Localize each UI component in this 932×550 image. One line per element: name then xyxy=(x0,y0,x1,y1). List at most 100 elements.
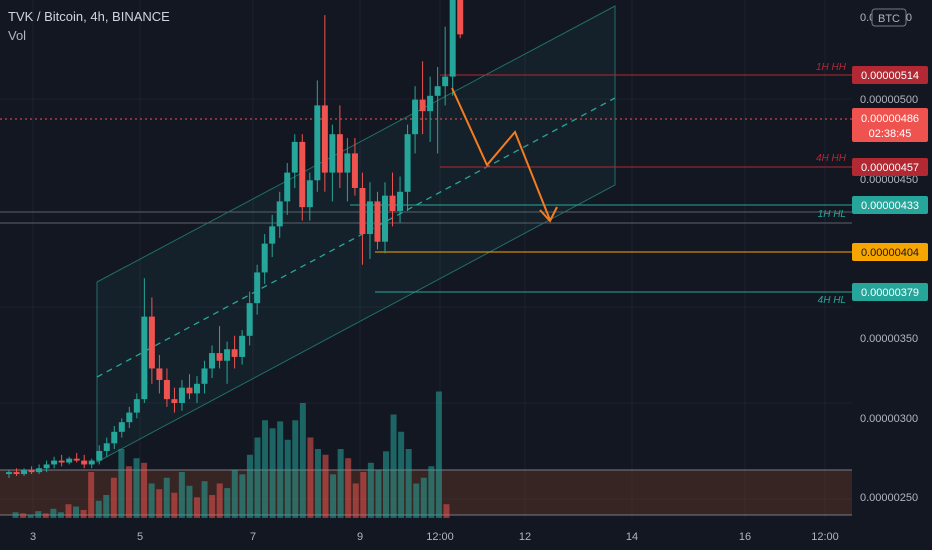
candle-body xyxy=(156,368,163,380)
candle-body xyxy=(427,95,434,112)
volume-bar xyxy=(50,508,57,518)
level-label: 4H HH xyxy=(816,153,847,164)
volume-bar xyxy=(246,454,253,518)
time-tick-label: 12 xyxy=(519,531,531,543)
volume-bar xyxy=(299,403,306,518)
price-tag-value: 0.00000514 xyxy=(861,70,919,82)
candle-body xyxy=(382,195,388,242)
candle-body xyxy=(442,76,449,87)
volume-bar xyxy=(345,458,352,518)
volume-bar xyxy=(88,472,95,518)
volume-bar xyxy=(352,483,359,518)
volume-bar xyxy=(398,431,405,518)
last-price-tag xyxy=(852,108,928,142)
candle-body xyxy=(404,134,411,192)
time-tick-label: 3 xyxy=(30,531,36,543)
price-tick-label: 0.00000250 xyxy=(860,492,918,504)
candle-body xyxy=(51,460,58,465)
volume-bar xyxy=(224,488,231,518)
time-tick-label: 14 xyxy=(626,531,638,543)
time-tick-label: 9 xyxy=(357,531,363,543)
volume-bar xyxy=(103,495,110,518)
price-tag-value: 0.00000433 xyxy=(861,200,919,212)
candle-body xyxy=(73,458,80,461)
volume-bar xyxy=(405,449,412,518)
candle-body xyxy=(133,399,140,413)
time-tick-label: 5 xyxy=(137,531,143,543)
candle-body xyxy=(58,460,65,463)
candle-body xyxy=(21,470,28,475)
candle-body xyxy=(209,353,216,369)
candle-body xyxy=(88,460,95,465)
volume-bar xyxy=(435,391,442,518)
candle-body xyxy=(239,335,246,357)
candle-body xyxy=(201,368,208,384)
price-tick-label: 0.00000350 xyxy=(860,333,918,345)
candle-body xyxy=(43,464,50,469)
candle-body xyxy=(163,379,170,400)
currency-badge xyxy=(871,8,907,27)
volume-bar xyxy=(269,428,276,518)
candle-body xyxy=(148,316,155,369)
last-price-value: 0.00000486 xyxy=(861,113,919,125)
volume-bar xyxy=(337,449,344,518)
volume-bar xyxy=(95,500,102,518)
volume-label: Vol xyxy=(8,28,27,43)
volume-bar xyxy=(314,449,321,518)
volume-bar xyxy=(35,511,42,518)
candle-body xyxy=(103,443,110,451)
volume-bar xyxy=(141,462,148,518)
currency-badge-label: BTC xyxy=(878,13,900,25)
level-label: 4H HL xyxy=(818,295,846,306)
candle-body xyxy=(329,134,336,173)
volume-bar xyxy=(367,462,374,518)
volume-bar xyxy=(254,437,261,518)
price-tick-label: 0.00000300 xyxy=(860,413,918,425)
volume-bar xyxy=(194,497,200,518)
candle-body xyxy=(397,191,404,211)
volume-bar xyxy=(20,513,27,518)
volume-bar xyxy=(262,420,269,518)
volume-bar xyxy=(383,451,389,518)
level-label: 1H HL xyxy=(818,209,846,220)
candle-body xyxy=(284,172,291,202)
time-tick-label: 16 xyxy=(739,531,751,543)
candle-body xyxy=(81,460,88,465)
candle-body xyxy=(141,316,148,400)
volume-bar xyxy=(57,512,64,518)
volume-bar xyxy=(163,477,170,518)
trend-channel xyxy=(96,5,616,463)
candle-body xyxy=(186,387,193,394)
candle-body xyxy=(246,303,253,336)
candle-body xyxy=(224,349,231,361)
volume-bar xyxy=(125,466,132,518)
volume-bar xyxy=(443,504,450,518)
volume-bar xyxy=(65,504,72,518)
volume-bar xyxy=(390,414,397,518)
volume-bar xyxy=(80,509,87,518)
candle-body xyxy=(457,0,464,35)
price-tick-label: 0.00000500 xyxy=(860,94,918,106)
volume-bar xyxy=(27,514,34,518)
candle-body xyxy=(291,141,298,173)
volume-bar xyxy=(171,492,178,518)
candle-body xyxy=(366,201,373,235)
candle-body xyxy=(178,387,185,403)
candle-body xyxy=(412,99,419,135)
candle-body xyxy=(231,349,238,357)
candle-body xyxy=(261,243,268,273)
price-tag-value: 0.00000379 xyxy=(861,287,919,299)
volume-bar xyxy=(216,483,223,518)
candle-body xyxy=(36,468,43,473)
candle-body xyxy=(321,105,328,173)
candle-body xyxy=(306,180,313,208)
candle-body xyxy=(111,431,118,444)
volume-bar xyxy=(277,421,284,518)
volume-bar xyxy=(118,449,125,518)
candle-body xyxy=(269,226,276,244)
price-tag xyxy=(852,158,928,176)
candle-body xyxy=(359,187,366,235)
candle-body xyxy=(449,0,456,77)
price-tag xyxy=(852,283,928,301)
